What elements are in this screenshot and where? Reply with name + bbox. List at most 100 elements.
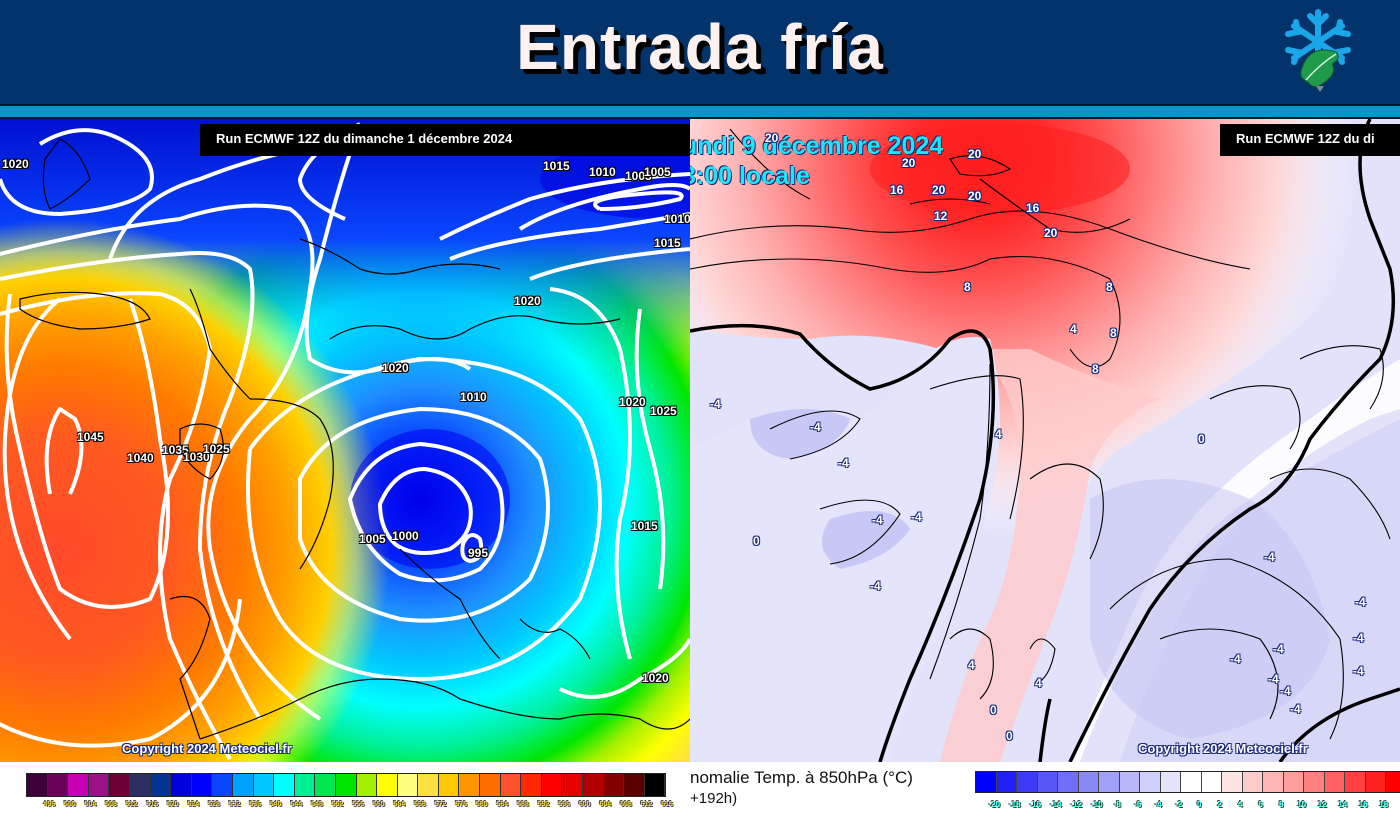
anomaly-label: 0: [1198, 432, 1205, 446]
scale-label: 576: [455, 801, 468, 808]
isobar-label: 1015: [631, 519, 658, 533]
anomaly-label: -4: [1353, 631, 1364, 645]
anomaly-label: 8: [964, 280, 971, 294]
color-swatch: [418, 774, 439, 796]
color-swatch: [500, 774, 522, 796]
color-swatch: [88, 774, 110, 796]
color-swatch: [1345, 772, 1366, 792]
anomaly-label: 4: [968, 658, 975, 672]
anomaly-scale-labels: -20 -18 -16 -14 -12 -10 -8 -6 -4 -2 0 2 4 6 8 10 12 14 16 1…: [984, 800, 1394, 809]
anomaly-label: 0: [990, 703, 997, 717]
color-swatch: [976, 772, 997, 792]
color-swatch: [150, 774, 172, 796]
scale-label: 564: [393, 801, 406, 808]
color-swatch: [129, 774, 151, 796]
anomaly-label: 12: [934, 209, 948, 223]
color-swatch: [1099, 772, 1120, 792]
color-swatch: [27, 774, 48, 796]
scale-label: 568: [414, 801, 426, 808]
scale-label: -14: [1049, 800, 1062, 809]
isobar-label: 1025: [650, 404, 677, 418]
anomaly-label: 4: [1035, 676, 1042, 690]
color-swatch: [47, 774, 69, 796]
scale-label: 560: [372, 801, 385, 808]
scale-label: -8: [1113, 800, 1121, 809]
color-swatch: [644, 774, 666, 796]
scale-label: 572: [434, 801, 447, 808]
isobar-label: 1005: [644, 165, 671, 179]
run-banner-right: Run ECMWF 12Z du di: [1220, 124, 1400, 156]
anomaly-label: -4: [1290, 702, 1301, 716]
geopotential-field: [0, 119, 690, 762]
scale-label: 580: [475, 801, 488, 808]
scale-label: 604: [599, 801, 612, 808]
scale-label: 548: [311, 801, 323, 808]
copyright-left: Copyright 2024 Meteociel.fr: [122, 741, 292, 756]
scale-label: 18: [1379, 800, 1389, 809]
scale-label: 608: [620, 801, 632, 808]
scale-label: 508: [105, 801, 117, 808]
color-swatch: [480, 774, 501, 796]
isobar-label: 1010: [589, 165, 616, 179]
anomaly-label: 0: [753, 534, 760, 548]
scale-label: 588: [517, 801, 529, 808]
color-swatch: [1283, 772, 1304, 792]
color-swatch: [171, 774, 192, 796]
isobar-label: 1020: [514, 294, 541, 308]
anomaly-color-scale: [975, 771, 1400, 793]
color-swatch: [274, 774, 295, 796]
anomaly-label: 16: [890, 183, 904, 197]
color-swatch: [253, 774, 275, 796]
anomaly-label: -4: [1355, 595, 1366, 609]
geopotential-color-scale: [26, 773, 667, 797]
anomaly-label: -4: [810, 420, 821, 434]
color-swatch: [521, 774, 542, 796]
header-stripe: [0, 104, 1400, 119]
color-swatch: [294, 774, 316, 796]
scale-label: 2: [1217, 800, 1222, 809]
scale-label: 520: [167, 801, 179, 808]
isobar-label: 1025: [203, 442, 230, 456]
scale-label: 6: [1258, 800, 1263, 809]
color-swatch: [1365, 772, 1386, 792]
anomaly-label: 20: [902, 156, 916, 170]
isobar-label: 1030: [183, 450, 210, 464]
isobar-label: 1015: [543, 159, 570, 173]
anomaly-label: -4: [1280, 684, 1291, 698]
color-swatch: [397, 774, 419, 796]
color-swatch: [1263, 772, 1284, 792]
isobar-label: 1020: [619, 395, 646, 409]
color-swatch: [624, 774, 645, 796]
color-swatch: [1222, 772, 1243, 792]
isobar-label: 995: [468, 546, 489, 560]
color-swatch: [1242, 772, 1263, 792]
color-swatch: [356, 774, 378, 796]
isobar-label: 1005: [625, 169, 652, 183]
scale-label: 524: [187, 801, 200, 808]
isobar-label: 1020: [642, 671, 669, 685]
isobar-label: 1035: [162, 443, 189, 457]
scale-label: 16: [1358, 800, 1368, 809]
isobar-label: 1040: [127, 451, 154, 465]
scale-label: 616: [661, 801, 673, 808]
valid-date-line2: 3:00 locale: [690, 162, 810, 190]
anomaly-label: -4: [911, 510, 922, 524]
isobar-label: 1045: [77, 430, 104, 444]
isobar-label: 1005: [359, 532, 386, 546]
color-swatch: [541, 774, 563, 796]
anomaly-label: -4: [710, 397, 721, 411]
scale-label: -18: [1008, 800, 1021, 809]
scale-label: -20: [988, 800, 1001, 809]
color-swatch: [1078, 772, 1099, 792]
color-swatch: [1058, 772, 1079, 792]
isobar-label: 1020: [382, 361, 409, 375]
color-swatch: [68, 774, 89, 796]
color-swatch: [1140, 772, 1161, 792]
color-swatch: [1181, 772, 1202, 792]
scale-label: 496: [43, 801, 56, 808]
anomaly-legend-title: nomalie Temp. à 850hPa (°C): [690, 768, 913, 787]
valid-date-line1: undi 9 décembre 2024: [690, 132, 944, 160]
scale-label: -10: [1090, 800, 1103, 809]
anomaly-label: 8: [1110, 326, 1117, 340]
run-banner-left: Run ECMWF 12Z du dimanche 1 décembre 202…: [200, 124, 690, 156]
